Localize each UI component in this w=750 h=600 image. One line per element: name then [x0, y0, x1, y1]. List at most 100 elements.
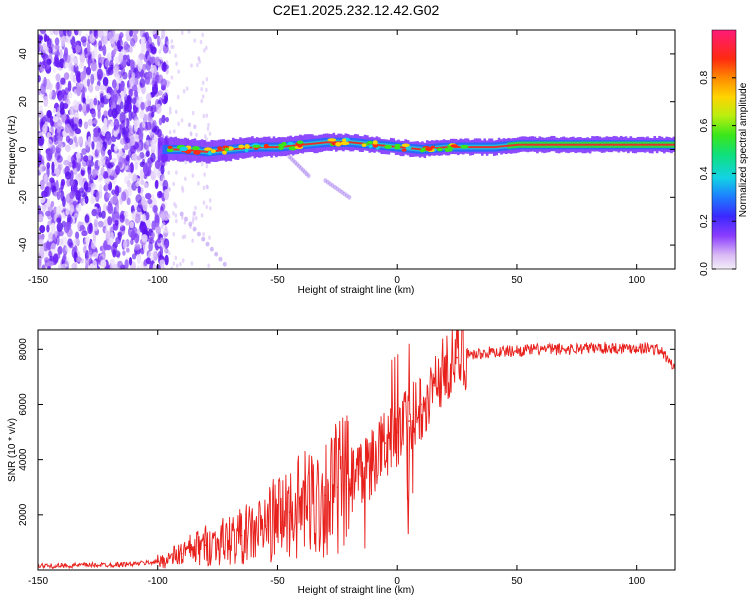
- noise-blob: [81, 230, 88, 237]
- noise-blob-faint: [192, 216, 195, 221]
- noise-blob: [126, 35, 132, 42]
- ridge-spot: [222, 150, 227, 155]
- noise-blob: [46, 224, 50, 233]
- noise-blob-faint: [205, 77, 209, 82]
- noise-blob: [106, 192, 111, 199]
- snr-x-axis-label: Height of straight line (km): [298, 585, 415, 596]
- noise-blob: [42, 115, 49, 124]
- ridge-spot: [425, 147, 433, 152]
- noise-blob: [41, 60, 48, 69]
- noise-blob: [104, 182, 109, 193]
- noise-blob: [112, 48, 117, 55]
- noise-blob: [155, 264, 161, 269]
- ridge-core: [318, 142, 321, 145]
- noise-blob: [100, 166, 105, 176]
- noise-blob: [117, 161, 123, 169]
- noise-blob-faint: [180, 118, 184, 123]
- noise-blob: [105, 230, 111, 240]
- noise-blob: [96, 191, 100, 200]
- spectrogram-image: [38, 30, 675, 269]
- noise-blob-faint: [176, 94, 180, 100]
- ridge-core: [275, 146, 278, 149]
- noise-blob: [46, 109, 52, 119]
- snr-data-point: [360, 475, 363, 478]
- noise-blob: [69, 108, 74, 119]
- noise-blob: [150, 30, 157, 35]
- noise-blob: [78, 62, 85, 69]
- noise-blob: [112, 194, 118, 205]
- noise-blob: [75, 190, 81, 201]
- noise-blob-faint: [191, 238, 194, 243]
- ridge-spot: [281, 141, 287, 146]
- noise-blob: [102, 35, 108, 45]
- noise-blob-faint: [177, 69, 181, 74]
- noise-blob: [68, 131, 74, 137]
- noise-blob: [44, 210, 52, 217]
- noise-blob: [67, 91, 73, 99]
- noise-blob: [162, 61, 167, 71]
- noise-blob: [141, 234, 148, 243]
- ridge-core: [653, 143, 657, 146]
- ridge-spot: [204, 147, 213, 151]
- noise-blob-faint: [162, 266, 166, 269]
- noise-blob-faint: [168, 106, 172, 112]
- noise-blob: [153, 125, 160, 135]
- noise-blob: [69, 178, 75, 187]
- noise-blob: [115, 211, 120, 220]
- noise-blob: [105, 92, 111, 100]
- ridge-core: [612, 143, 616, 146]
- snr-frame: [37, 329, 676, 571]
- snr-data-point: [324, 494, 327, 497]
- ridge-core: [322, 141, 326, 144]
- noise-blob: [133, 233, 140, 244]
- snr-data-point: [336, 486, 339, 489]
- noise-blob: [57, 264, 64, 269]
- noise-blob: [56, 234, 60, 246]
- noise-blob: [102, 76, 109, 87]
- ridge-core: [198, 150, 202, 153]
- noise-blob-faint: [191, 110, 195, 116]
- noise-blob: [52, 67, 56, 73]
- noise-blob: [90, 240, 97, 250]
- ridge-spot: [238, 144, 245, 149]
- snr-data-point: [156, 560, 159, 563]
- noise-blob: [73, 167, 78, 174]
- noise-blob: [154, 160, 161, 170]
- noise-blob: [58, 94, 65, 104]
- noise-blob: [140, 101, 145, 111]
- snr-x-tick-label: -100: [148, 576, 168, 587]
- noise-blob: [87, 118, 93, 127]
- noise-blob: [93, 264, 98, 269]
- noise-blob: [105, 159, 110, 166]
- noise-blob-faint: [160, 243, 164, 248]
- noise-blob-faint: [166, 69, 169, 74]
- ridge-core: [327, 141, 331, 144]
- ridge-core: [658, 143, 661, 146]
- noise-blob: [141, 119, 146, 128]
- snr-data-point: [348, 483, 351, 486]
- noise-blob: [161, 114, 166, 124]
- faint-feature-blob: [209, 246, 214, 252]
- noise-blob: [92, 119, 98, 125]
- ridge-core: [521, 143, 525, 146]
- noise-blob: [98, 40, 103, 50]
- noise-blob: [50, 222, 56, 235]
- noise-blob: [151, 231, 156, 238]
- noise-blob: [38, 239, 44, 245]
- ridge-core: [617, 143, 621, 146]
- snr-x-tick-label: 100: [628, 576, 645, 587]
- noise-blob: [90, 73, 95, 85]
- noise-blob: [73, 136, 78, 143]
- noise-blob: [56, 191, 61, 201]
- ridge-core: [660, 143, 664, 146]
- noise-blob-faint: [183, 220, 187, 225]
- ridge-core: [579, 143, 582, 146]
- noise-blob: [103, 240, 108, 251]
- noise-blob: [38, 44, 43, 52]
- ridge-core: [514, 144, 518, 146]
- ridge-spot: [166, 148, 174, 153]
- ridge-core: [200, 150, 204, 153]
- ridge-core: [670, 143, 673, 146]
- noise-blob: [136, 204, 143, 213]
